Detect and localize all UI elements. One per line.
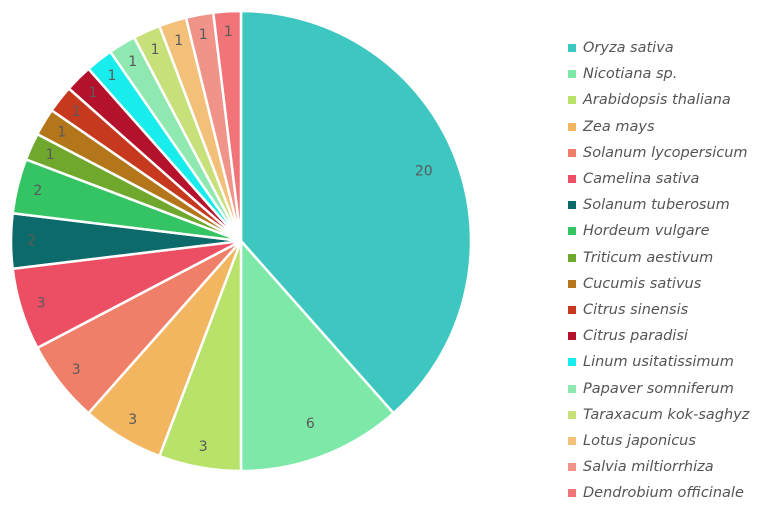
slice-value-label: 3 <box>37 295 46 311</box>
legend-swatch <box>568 227 576 236</box>
legend-label: Citrus paradisi <box>583 328 688 345</box>
slice-value-label: 1 <box>199 27 208 43</box>
legend-item: Lotus japonicus <box>568 428 749 454</box>
legend-label: Taraxacum kok-saghyz <box>583 406 750 423</box>
legend-item: Salvia miltiorrhiza <box>568 454 749 480</box>
legend-item: Citrus paradisi <box>568 323 749 349</box>
slice-value-label: 1 <box>46 147 55 163</box>
legend-label: Citrus sinensis <box>583 301 689 318</box>
slice-value-label: 1 <box>174 33 183 49</box>
legend-label: Papaver somniferum <box>583 380 734 397</box>
legend-swatch <box>568 332 576 341</box>
legend-item: Taraxacum kok-saghyz <box>568 402 749 428</box>
legend-swatch <box>568 201 576 210</box>
legend-label: Nicotiana sp. <box>583 66 678 83</box>
slice-value-label: 3 <box>128 412 137 428</box>
legend-swatch <box>568 358 576 367</box>
pie-slice-nicotiana-sp <box>239 237 396 473</box>
slice-value-label: 3 <box>199 439 208 455</box>
legend-swatch <box>568 122 576 131</box>
slice-value-label: 2 <box>27 233 36 249</box>
legend-item: Oryza sativa <box>568 35 749 61</box>
slice-value-label: 1 <box>128 54 137 70</box>
legend-item: Hordeum vulgare <box>568 218 749 244</box>
legend-label: Solanum tuberosum <box>583 197 730 214</box>
legend-swatch <box>568 96 576 105</box>
legend-label: Hordeum vulgare <box>583 223 710 240</box>
legend-item: Camelina sativa <box>568 166 749 192</box>
legend-label: Camelina sativa <box>583 171 700 188</box>
legend-label: Triticum aestivum <box>583 249 714 266</box>
slice-value-label: 2 <box>33 183 42 199</box>
legend-label: Cucumis sativus <box>583 275 702 292</box>
legend-label: Oryza sativa <box>583 40 674 57</box>
legend-label: Arabidopsis thaliana <box>583 92 731 109</box>
slice-value-label: 1 <box>57 125 66 141</box>
legend-item: Cucumis sativus <box>568 271 749 297</box>
legend-swatch <box>568 44 576 53</box>
legend-swatch <box>568 279 576 288</box>
legend-swatch <box>568 148 576 157</box>
slice-value-label: 3 <box>72 362 81 378</box>
legend-item: Citrus sinensis <box>568 297 749 323</box>
legend-item: Papaver somniferum <box>568 375 749 401</box>
legend-swatch <box>568 175 576 184</box>
legend-label: Dendrobium officinale <box>583 485 744 502</box>
legend: Oryza sativa Nicotiana sp. Arabidopsis tha… <box>568 35 749 506</box>
legend-swatch <box>568 489 576 498</box>
legend-label: Linum usitatissimum <box>583 354 734 371</box>
slice-value-label: 20 <box>415 164 433 180</box>
legend-label: Solanum lycopersicum <box>583 144 748 161</box>
legend-swatch <box>568 253 576 262</box>
legend-item: Dendrobium officinale <box>568 480 749 506</box>
legend-item: Linum usitatissimum <box>568 349 749 375</box>
pie-slice-dendrobium-officinale <box>211 9 243 242</box>
legend-item: Nicotiana sp. <box>568 61 749 87</box>
legend-swatch <box>568 463 576 472</box>
slice-value-label: 1 <box>224 24 233 40</box>
slice-value-label: 1 <box>151 42 160 58</box>
legend-swatch <box>568 305 576 314</box>
slice-value-label: 6 <box>306 416 315 432</box>
legend-item: Solanum tuberosum <box>568 192 749 218</box>
slice-value-label: 1 <box>107 68 116 84</box>
legend-swatch <box>568 70 576 79</box>
slice-value-label: 1 <box>72 104 81 120</box>
legend-item: Triticum aestivum <box>568 245 749 271</box>
slice-value-label: 1 <box>89 85 98 101</box>
legend-swatch <box>568 384 576 393</box>
legend-label: Zea mays <box>583 118 655 135</box>
legend-item: Arabidopsis thaliana <box>568 87 749 113</box>
legend-label: Salvia miltiorrhiza <box>583 459 714 476</box>
legend-item: Zea mays <box>568 114 749 140</box>
pie-slice-oryza-sativa <box>239 9 473 415</box>
legend-swatch <box>568 436 576 445</box>
legend-label: Lotus japonicus <box>583 432 696 449</box>
legend-swatch <box>568 410 576 419</box>
legend-item: Solanum lycopersicum <box>568 140 749 166</box>
